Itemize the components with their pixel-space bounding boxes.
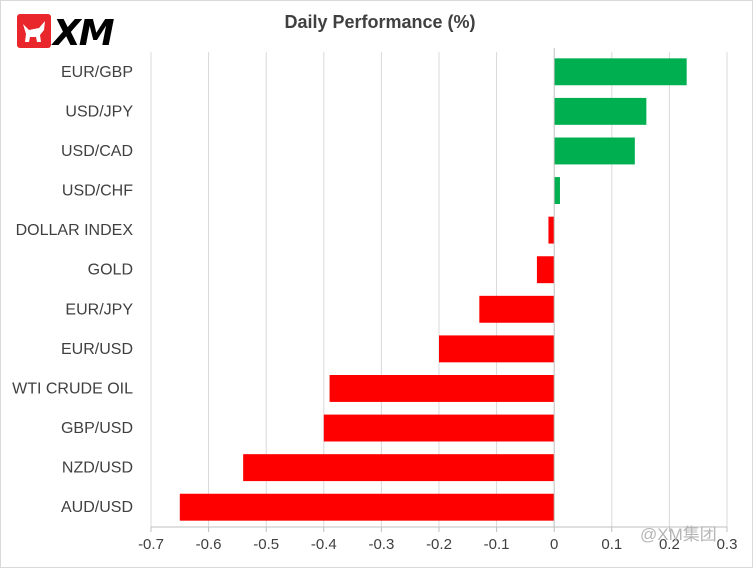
category-label: EUR/GBP bbox=[61, 64, 133, 81]
x-tick-label: -0.1 bbox=[484, 536, 510, 553]
category-label: GBP/USD bbox=[61, 420, 133, 437]
bar-usd-chf bbox=[554, 177, 560, 204]
x-tick-label: -0.5 bbox=[253, 536, 279, 553]
watermark: @XM集团 bbox=[640, 525, 717, 544]
x-tick-label: 0 bbox=[550, 536, 558, 553]
bar-eur-gbp bbox=[554, 58, 687, 86]
chart-title: Daily Performance (%) bbox=[284, 12, 476, 32]
bar-usd-cad bbox=[554, 137, 635, 165]
x-tick-label: -0.2 bbox=[426, 536, 452, 553]
category-label: USD/JPY bbox=[65, 103, 133, 120]
bar-nzd-usd bbox=[243, 454, 555, 482]
x-tick-label: 0.3 bbox=[717, 536, 738, 553]
bull-icon bbox=[23, 21, 45, 42]
x-tick-label: -0.6 bbox=[196, 536, 222, 553]
bar-eur-usd bbox=[439, 335, 555, 363]
category-label: USD/CHF bbox=[62, 183, 133, 200]
bar-wti-crude-oil bbox=[329, 375, 555, 402]
x-tick-label: -0.3 bbox=[368, 536, 394, 553]
x-tick-label: -0.7 bbox=[138, 536, 164, 553]
category-label: GOLD bbox=[88, 262, 133, 279]
bar-usd-jpy bbox=[554, 97, 647, 125]
bar-dollar-index bbox=[548, 216, 555, 244]
bar-aud-usd bbox=[179, 493, 555, 521]
category-label: WTI CRUDE OIL bbox=[12, 380, 133, 397]
x-tick-label: 0.2 bbox=[659, 536, 680, 553]
category-label: AUD/USD bbox=[61, 499, 133, 516]
category-label: DOLLAR INDEX bbox=[16, 222, 134, 239]
x-tick-label: -0.4 bbox=[311, 536, 337, 553]
bar-gbp-usd bbox=[323, 414, 555, 442]
category-label: USD/CAD bbox=[61, 143, 133, 160]
x-tick-label: 0.1 bbox=[601, 536, 622, 553]
logo-wordmark: XM bbox=[51, 13, 115, 52]
category-label: NZD/USD bbox=[62, 460, 133, 477]
bars bbox=[179, 58, 687, 521]
tick-labels: -0.7 -0.6 -0.5 -0.4 -0.3 -0.2 -0.1 0 0.1 0.2 0.3 bbox=[138, 536, 737, 553]
gridlines bbox=[150, 52, 728, 527]
category-labels: EUR/GBP USD/JPY USD/CAD USD/CHF DOLLAR INDEX… bbox=[12, 64, 133, 516]
xm-logo: XM bbox=[17, 13, 117, 52]
bar-gold bbox=[536, 256, 555, 284]
category-label: EUR/JPY bbox=[65, 301, 133, 318]
category-label: EUR/USD bbox=[61, 341, 133, 358]
bar-eur-jpy bbox=[479, 295, 555, 323]
axes bbox=[150, 48, 728, 532]
